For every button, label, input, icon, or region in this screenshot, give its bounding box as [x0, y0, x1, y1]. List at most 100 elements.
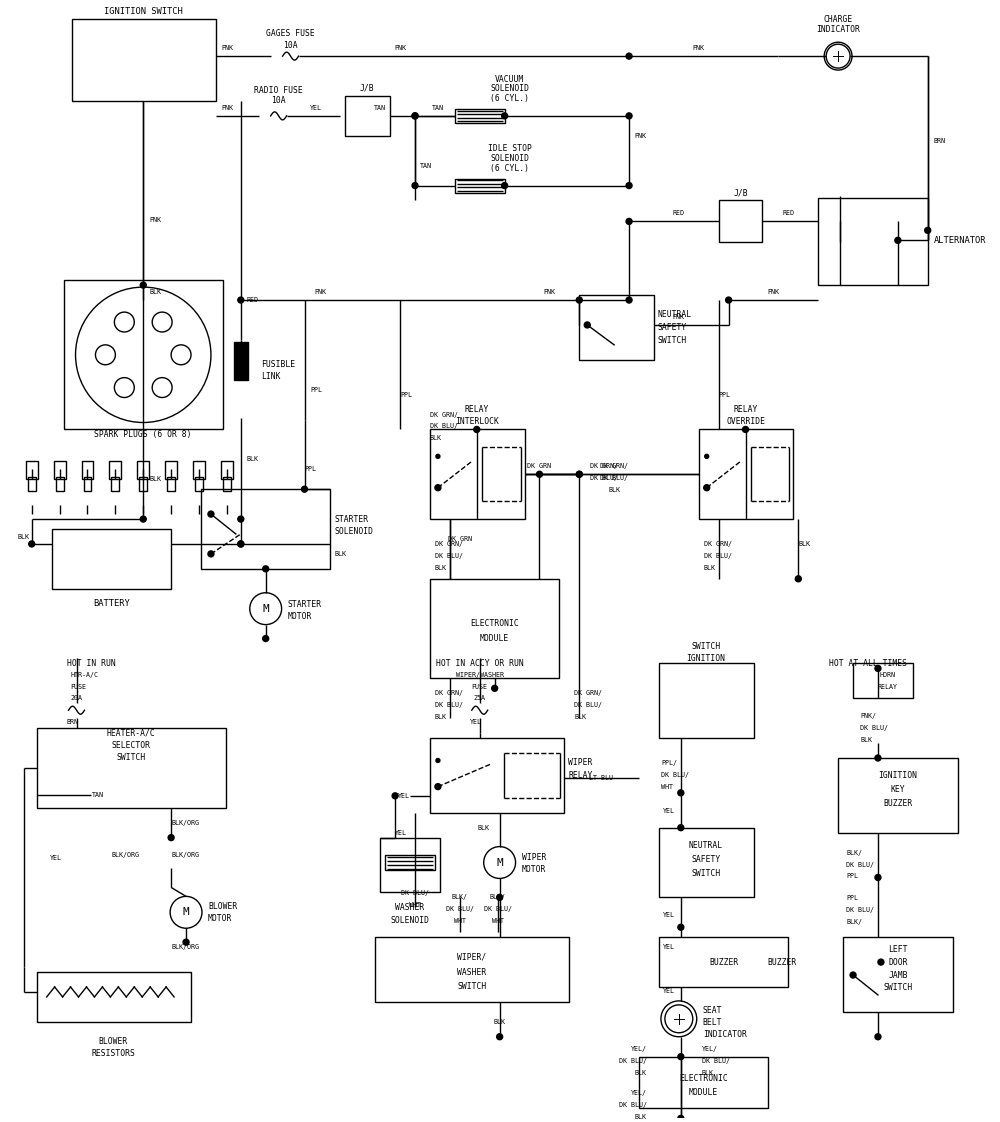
Text: FUSE: FUSE — [472, 684, 488, 690]
Text: MOTOR: MOTOR — [208, 913, 232, 922]
Bar — [201, 489, 330, 569]
Circle shape — [584, 322, 590, 328]
Text: YEL: YEL — [395, 829, 407, 836]
Bar — [719, 201, 762, 242]
Text: PNK: PNK — [634, 132, 646, 139]
Text: MOTOR: MOTOR — [522, 865, 546, 874]
Text: PPL: PPL — [305, 467, 317, 472]
Bar — [659, 937, 788, 987]
Circle shape — [726, 297, 732, 303]
Bar — [455, 178, 505, 193]
Text: WIPER/: WIPER/ — [457, 953, 486, 962]
Circle shape — [502, 113, 508, 119]
Bar — [193, 461, 205, 479]
Circle shape — [435, 783, 441, 790]
Text: SWITCH: SWITCH — [457, 983, 486, 992]
Text: J/B: J/B — [733, 188, 748, 197]
Circle shape — [412, 113, 418, 119]
Bar — [195, 477, 203, 491]
Circle shape — [502, 183, 508, 188]
Text: SOLENOID: SOLENOID — [490, 84, 529, 93]
Text: BLK: BLK — [702, 1069, 714, 1076]
Text: IGNITION SWITCH: IGNITION SWITCH — [104, 7, 183, 16]
Circle shape — [29, 541, 35, 546]
Text: TAN: TAN — [374, 105, 386, 111]
Text: 10A: 10A — [283, 40, 298, 49]
Text: BRN: BRN — [67, 719, 79, 725]
Bar — [234, 342, 248, 379]
Text: HOT IN ACCY OR RUN: HOT IN ACCY OR RUN — [436, 659, 524, 668]
Text: BLK: BLK — [608, 487, 620, 494]
Circle shape — [626, 53, 632, 59]
Text: BLK: BLK — [430, 435, 442, 441]
Text: BLK/: BLK/ — [846, 849, 862, 856]
Text: DK BLU/: DK BLU/ — [860, 725, 888, 732]
Text: FUSE: FUSE — [71, 684, 87, 690]
Text: J/B: J/B — [360, 83, 375, 92]
Bar — [56, 477, 64, 491]
Text: YEL: YEL — [398, 793, 410, 799]
Text: YEL: YEL — [663, 808, 675, 813]
Text: BUZZER: BUZZER — [767, 957, 797, 966]
Text: RESISTORS: RESISTORS — [91, 1049, 135, 1058]
Text: BLK/: BLK/ — [490, 894, 506, 900]
Text: LT BLU: LT BLU — [589, 775, 613, 781]
Circle shape — [875, 874, 881, 881]
Text: BLK/ORG: BLK/ORG — [171, 820, 199, 826]
Text: BLK: BLK — [149, 476, 161, 482]
Circle shape — [238, 541, 244, 546]
Circle shape — [435, 485, 441, 490]
Text: SOLENOID: SOLENOID — [391, 916, 430, 925]
Text: SPARK PLUGS (6 OR 8): SPARK PLUGS (6 OR 8) — [94, 430, 192, 439]
Text: DK BLU/: DK BLU/ — [446, 907, 474, 912]
Text: LINK: LINK — [261, 373, 280, 381]
Circle shape — [392, 793, 398, 799]
Circle shape — [743, 426, 749, 432]
Text: DK BLU/: DK BLU/ — [430, 423, 458, 430]
Text: DK BLU/: DK BLU/ — [401, 891, 429, 896]
Circle shape — [626, 113, 632, 119]
Text: ELECTRONIC: ELECTRONIC — [470, 619, 519, 628]
Bar — [639, 1057, 768, 1109]
Text: BRN: BRN — [934, 138, 946, 144]
Circle shape — [705, 454, 709, 459]
Text: DK BLU/: DK BLU/ — [846, 908, 874, 913]
Text: PPL/: PPL/ — [661, 760, 677, 766]
Circle shape — [238, 541, 244, 546]
Text: DK BLU/: DK BLU/ — [661, 772, 689, 778]
Text: DK GRN/: DK GRN/ — [704, 541, 732, 546]
Text: RED: RED — [673, 211, 685, 217]
Circle shape — [626, 183, 632, 188]
Bar — [37, 972, 191, 1022]
Bar — [26, 461, 38, 479]
Bar — [579, 295, 654, 360]
Text: IGNITION: IGNITION — [878, 772, 917, 781]
Text: (6 CYL.): (6 CYL.) — [490, 164, 529, 173]
Bar — [375, 937, 569, 1002]
Circle shape — [140, 516, 146, 522]
Circle shape — [626, 219, 632, 224]
Text: (6 CYL.): (6 CYL.) — [490, 94, 529, 103]
Text: DK GRN: DK GRN — [448, 536, 472, 542]
Text: BLK: BLK — [334, 551, 346, 557]
Text: LEFT: LEFT — [888, 945, 908, 954]
Text: PPL: PPL — [846, 895, 858, 901]
Circle shape — [895, 238, 901, 243]
Circle shape — [576, 471, 582, 477]
Text: HEATER-A/C: HEATER-A/C — [107, 728, 156, 737]
Text: BLK: BLK — [478, 825, 490, 830]
Circle shape — [850, 972, 856, 978]
Text: RADIO FUSE: RADIO FUSE — [254, 86, 303, 95]
Text: ALTERNATOR: ALTERNATOR — [934, 236, 986, 245]
Text: WHT: WHT — [492, 918, 504, 925]
Text: DK GRN/: DK GRN/ — [600, 463, 628, 469]
Text: SWITCH: SWITCH — [883, 984, 912, 993]
Text: JAMB: JAMB — [888, 971, 908, 980]
Circle shape — [497, 1033, 503, 1040]
Circle shape — [238, 297, 244, 303]
Text: PNK: PNK — [314, 289, 326, 295]
Bar — [659, 828, 754, 898]
Circle shape — [140, 282, 146, 288]
Text: RED: RED — [247, 297, 259, 303]
Text: BELT: BELT — [703, 1019, 722, 1028]
